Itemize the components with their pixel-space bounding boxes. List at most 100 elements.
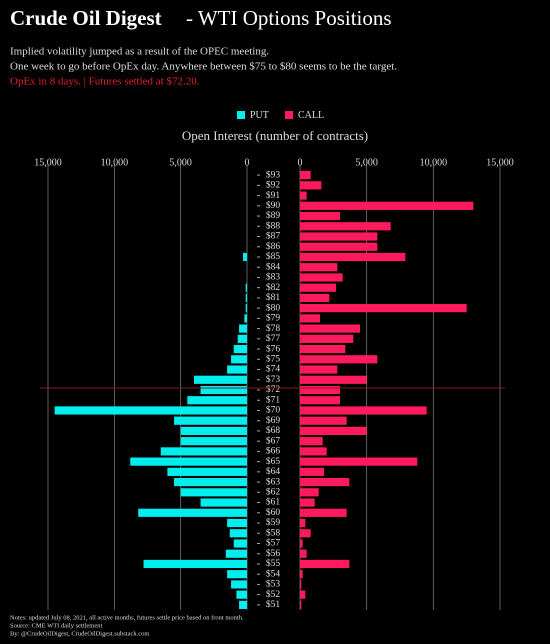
y-tick-label: $75 bbox=[266, 353, 281, 364]
call-bar bbox=[300, 437, 323, 446]
y-tick-label: $84 bbox=[266, 261, 281, 272]
call-bar bbox=[300, 283, 336, 292]
put-bar bbox=[180, 426, 247, 436]
y-tick-label: $64 bbox=[266, 466, 281, 477]
call-bar bbox=[300, 518, 306, 528]
call-bar bbox=[300, 314, 320, 323]
note: Source: CME WTI daily settlement bbox=[10, 622, 102, 629]
subtitle: Implied volatility jumped as a result of… bbox=[10, 46, 269, 58]
put-bar bbox=[245, 304, 247, 313]
y-tick-label: $74 bbox=[266, 364, 281, 375]
highlight: OpEx in 8 days. | Futures settled at $72… bbox=[10, 76, 200, 88]
put-bar bbox=[229, 529, 247, 538]
call-bar bbox=[300, 293, 330, 302]
call-bar bbox=[300, 181, 322, 190]
put-bar bbox=[180, 437, 247, 446]
note: Notes: updated July 08, 2021, all active… bbox=[10, 614, 244, 621]
call-bar bbox=[300, 467, 324, 476]
call-bar bbox=[300, 365, 338, 374]
y-tick-label: $92 bbox=[266, 180, 281, 191]
call-bar bbox=[300, 478, 350, 487]
call-bar bbox=[300, 211, 340, 221]
put-bar bbox=[233, 344, 247, 354]
y-tick-label: $56 bbox=[266, 548, 281, 559]
put-bar bbox=[231, 355, 247, 364]
put-bar bbox=[225, 549, 247, 558]
y-tick-label: $62 bbox=[266, 487, 281, 498]
x-tick-label: 5,000 bbox=[355, 157, 378, 168]
call-bar bbox=[300, 498, 315, 507]
y-tick-label: $82 bbox=[266, 282, 281, 293]
y-tick-label: $55 bbox=[266, 558, 281, 569]
call-bar bbox=[300, 559, 350, 569]
y-tick-label: $51 bbox=[266, 599, 281, 610]
x-tick-label: 10,000 bbox=[101, 157, 129, 168]
chart-title-suffix: - WTI Options Positions bbox=[186, 6, 392, 30]
y-tick-label: $81 bbox=[266, 292, 281, 303]
put-bar bbox=[236, 590, 247, 599]
put-bar bbox=[193, 375, 247, 384]
legend-label: CALL bbox=[298, 110, 324, 121]
put-bar bbox=[239, 324, 247, 333]
y-tick-label: $79 bbox=[266, 313, 281, 324]
chart-title: Crude Oil Digest bbox=[10, 6, 162, 30]
put-bar bbox=[138, 508, 247, 517]
y-tick-label: $90 bbox=[266, 200, 281, 211]
put-bar bbox=[239, 600, 247, 609]
call-bar bbox=[300, 549, 307, 558]
put-bar bbox=[143, 559, 247, 569]
put-bar bbox=[160, 447, 247, 456]
y-tick-label: $66 bbox=[266, 446, 281, 457]
y-tick-label: $52 bbox=[266, 589, 281, 600]
put-bar bbox=[227, 518, 247, 528]
call-bar bbox=[300, 539, 303, 548]
x-tick-label: 5,000 bbox=[169, 157, 192, 168]
y-tick-label: $85 bbox=[266, 251, 281, 262]
put-bar bbox=[243, 252, 247, 262]
put-bar bbox=[174, 416, 247, 425]
x-tick-label: 15,000 bbox=[34, 157, 62, 168]
put-bar bbox=[200, 498, 247, 507]
note: By: @CrudeOilDigest, CrudeOilDigest.subs… bbox=[10, 630, 149, 637]
put-bar bbox=[54, 406, 248, 415]
put-bar bbox=[233, 539, 247, 548]
y-tick-label: $80 bbox=[266, 302, 281, 313]
x-tick-label: 0 bbox=[245, 157, 250, 168]
call-bar bbox=[300, 334, 354, 343]
call-bar bbox=[300, 508, 347, 517]
call-bar bbox=[300, 426, 367, 436]
call-bar bbox=[300, 385, 340, 395]
y-tick-label: $71 bbox=[266, 394, 281, 405]
put-bar bbox=[174, 478, 247, 487]
legend-label: PUT bbox=[250, 110, 269, 121]
call-bar bbox=[300, 375, 367, 384]
call-bar bbox=[300, 324, 360, 333]
call-bar bbox=[300, 344, 346, 354]
y-tick-label: $59 bbox=[266, 517, 281, 528]
put-bar bbox=[245, 293, 247, 302]
call-bar bbox=[300, 355, 378, 364]
call-bar bbox=[300, 191, 307, 200]
call-bar bbox=[300, 171, 311, 180]
y-tick-label: $87 bbox=[266, 231, 281, 242]
y-tick-label: $67 bbox=[266, 435, 281, 446]
y-tick-label: $54 bbox=[266, 568, 281, 579]
call-bar bbox=[300, 222, 391, 231]
call-bar bbox=[300, 273, 343, 282]
x-tick-label: 0 bbox=[298, 157, 303, 168]
call-bar bbox=[300, 600, 302, 609]
y-tick-label: $78 bbox=[266, 323, 281, 334]
x-tick-label: 10,000 bbox=[420, 157, 448, 168]
y-tick-label: $57 bbox=[266, 538, 281, 549]
subtitle: One week to go before OpEx day. Anywhere… bbox=[10, 61, 397, 73]
put-bar bbox=[187, 396, 247, 405]
y-tick-label: $70 bbox=[266, 405, 281, 416]
legend-swatch bbox=[237, 111, 245, 119]
y-tick-label: $77 bbox=[266, 333, 281, 344]
y-tick-label: $60 bbox=[266, 507, 281, 518]
call-bar bbox=[300, 242, 378, 251]
legend-swatch bbox=[285, 111, 293, 119]
y-tick-label: $88 bbox=[266, 220, 281, 231]
put-bar bbox=[130, 457, 247, 466]
